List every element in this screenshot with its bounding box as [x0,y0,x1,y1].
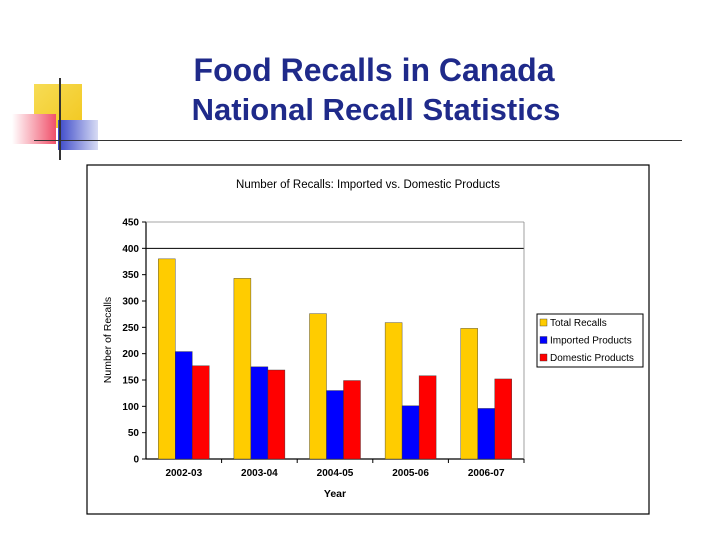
y-tick-label: 300 [122,297,139,308]
y-tick-label: 350 [122,270,139,281]
bar-total-recalls [158,258,176,460]
bar-domestic-products [418,375,437,460]
y-tick-label: 0 [133,455,139,466]
bar-imported-products [477,408,495,460]
x-tick-label: 2002-03 [165,468,202,479]
slide-subtitle: National Recall Statistics [191,92,561,127]
plot-area: 0 50 100 150 200 250 300 350 400 450 2002-03 2003-0… [122,218,525,479]
bar-total-recalls [233,278,252,460]
x-axis-label: Year [324,488,346,500]
bar-imported-products [326,390,344,460]
decor-blue-square [58,120,98,150]
legend-label: Domestic Products [550,353,634,364]
y-tick-label: 400 [122,244,139,255]
bar-total-recalls [309,313,327,460]
x-tick-label: 2004-05 [317,468,354,479]
x-tick-label: 2003-04 [241,468,278,479]
decor-vertical-line [59,78,61,160]
legend-swatch [539,318,548,327]
bar-imported-products [401,405,420,460]
bar-domestic-products [343,380,361,460]
y-tick-label: 450 [122,218,139,229]
bar-domestic-products [267,369,286,460]
y-tick-label: 50 [128,428,140,439]
legend-label: Total Recalls [550,318,607,329]
slide-title: Food Recalls in Canada [193,52,555,88]
bar-domestic-products [494,378,512,460]
bar-imported-products [175,351,193,460]
y-tick-label: 150 [122,376,139,387]
bar-imported-products [250,366,269,460]
y-tick-label: 100 [122,402,139,413]
y-axis-label: Number of Recalls [102,297,114,383]
y-tick-label: 200 [122,349,139,360]
decor-horizontal-line [34,140,682,141]
legend-swatch [539,353,548,362]
legend-box [536,313,644,368]
decor-red-square [12,114,56,144]
x-tick-label: 2006-07 [468,468,505,479]
bar-domestic-products [192,365,210,460]
x-tick-label: 2005-06 [392,468,429,479]
legend-label: Imported Products [550,336,632,347]
legend-swatch [539,336,548,344]
bar-total-recalls [384,322,403,460]
chart-title: Number of Recalls: Imported vs. Domestic… [236,179,500,191]
legend: Total Recalls Imported Products Domestic P… [536,313,644,368]
y-tick-label: 250 [122,323,139,334]
bar-total-recalls [460,328,478,460]
